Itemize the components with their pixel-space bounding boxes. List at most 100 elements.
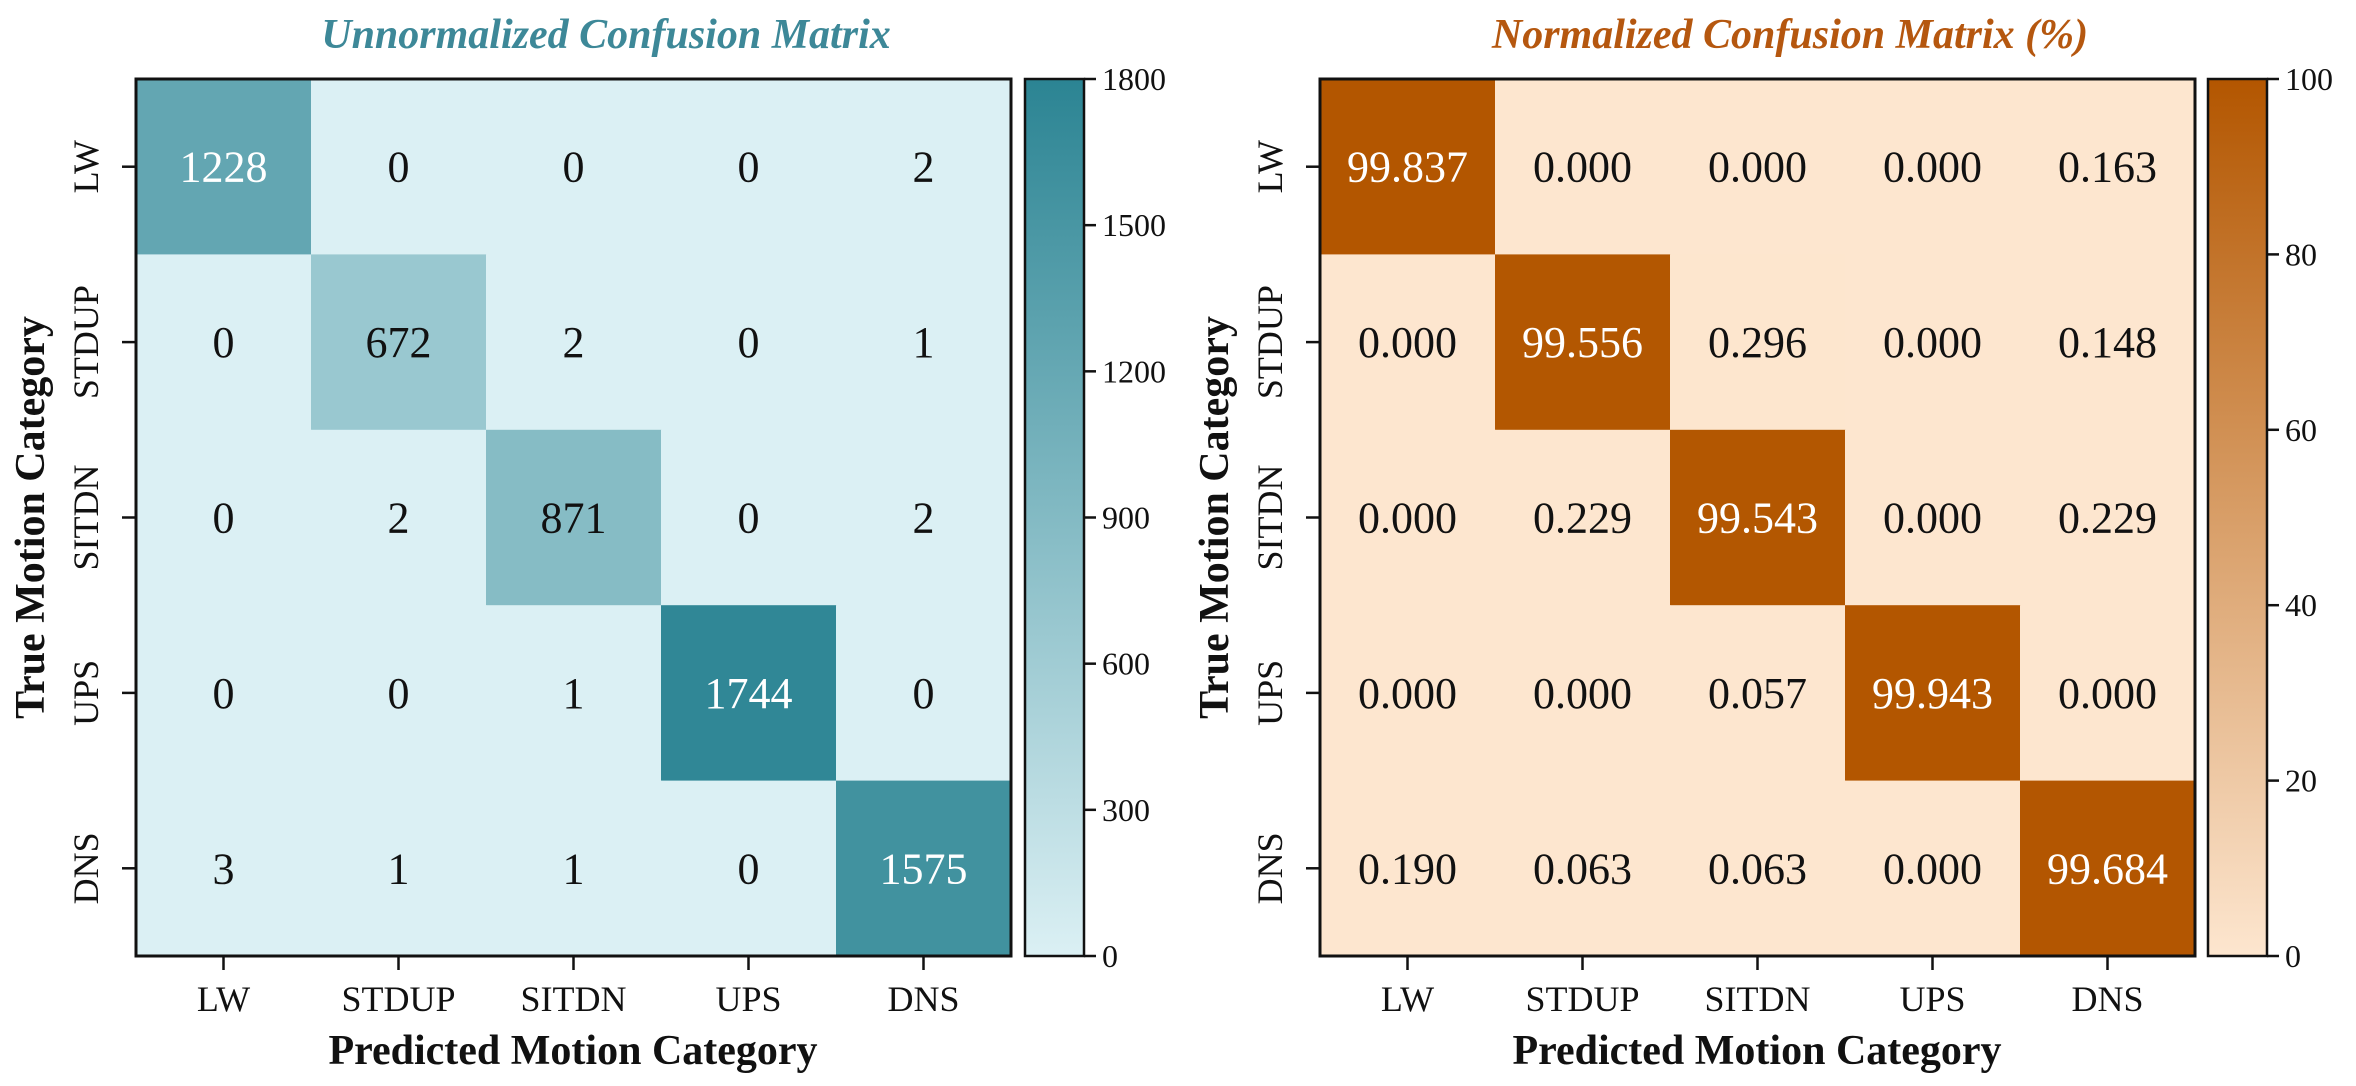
cell-value-label-normalized: 0.000 [2058,669,2157,718]
colorbar-ticks-normalized: 0 20 40 60 80 100 [2267,61,2333,974]
colorbar-normalized [2206,77,2269,958]
heatmap-cell-unnormalized [311,254,487,431]
cell-value-label-unnormalized: 0 [213,669,235,718]
y-tick-label-normalized: UPS [1250,660,1290,726]
colorbar-tick-label-normalized: 40 [2285,587,2317,623]
cell-value-label-unnormalized: 672 [366,318,432,367]
cell-value-label-unnormalized: 1 [913,318,935,367]
cell-value-label-unnormalized: 1744 [705,669,793,718]
cell-value-label-unnormalized: 1575 [880,844,968,893]
cell-value-label-normalized: 0.000 [1533,143,1632,192]
heatmap-cell-unnormalized [136,605,312,782]
heatmap-cell-unnormalized [486,605,662,782]
colorbar-tick-label-unnormalized: 900 [1102,500,1150,536]
heatmap-cell-normalized [2020,79,2196,255]
heatmap-cell-normalized [1670,254,1846,431]
cell-value-label-normalized: 0.000 [1883,844,1982,893]
cell-value-label-normalized: 0.190 [1358,844,1457,893]
heatmap-cell-unnormalized [836,79,1012,255]
heatmap-cell-unnormalized [661,254,837,431]
colorbar-tick-label-normalized: 100 [2285,61,2333,97]
heatmap-cell-normalized [2020,780,2196,957]
cell-value-label-normalized: 0.000 [1883,318,1982,367]
heatmap-cell-unnormalized [836,429,1012,606]
heatmap-cells-unnormalized: 1228 0 0 0 2 0 672 2 0 1 0 2 871 0 2 0 0 1 1744 0 3 1 1 0 1575 [136,79,1012,957]
chart-title-normalized: Normalized Confusion Matrix (%) [1491,12,2088,58]
cell-value-label-normalized: 0.000 [1533,669,1632,718]
colorbar-tick-label-unnormalized: 1800 [1102,61,1166,97]
cell-value-label-unnormalized: 2 [388,494,410,543]
panel-normalized: Normalized Confusion Matrix (%) 99.837 0.… [1192,12,2333,1074]
heatmap-cell-normalized [1845,254,2021,431]
colorbar-tick-label-unnormalized: 1500 [1102,207,1166,243]
y-tick-labels-unnormalized: LW STDUP SITDN UPS DNS [66,140,136,904]
heatmap-cell-unnormalized [486,780,662,957]
cell-value-label-unnormalized: 0 [738,494,760,543]
y-tick-label-normalized: SITDN [1250,465,1290,571]
heatmap-cell-unnormalized [661,79,837,255]
heatmap-cell-normalized [1320,429,1496,606]
heatmap-cell-unnormalized [136,254,312,431]
heatmap-cell-unnormalized [661,605,837,782]
cell-value-label-unnormalized: 2 [563,318,585,367]
cell-value-label-normalized: 0.000 [1883,494,1982,543]
x-tick-label-unnormalized: UPS [715,979,781,1019]
cell-value-label-normalized: 0.229 [2058,494,2157,543]
cell-value-label-normalized: 99.543 [1697,494,1818,543]
cell-value-label-normalized: 0.000 [1708,143,1807,192]
cell-value-label-normalized: 0.000 [1358,318,1457,367]
x-tick-label-normalized: STDUP [1525,979,1639,1019]
x-tick-label-unnormalized: STDUP [341,979,455,1019]
cell-value-label-normalized: 0.000 [1358,494,1457,543]
heatmap-cell-unnormalized [136,79,312,255]
heatmap-cell-normalized [1670,605,1846,782]
y-tick-label-normalized: STDUP [1250,285,1290,399]
cell-value-label-normalized: 99.837 [1347,143,1468,192]
cell-value-label-normalized: 0.000 [1358,669,1457,718]
heatmap-cells-normalized: 99.837 0.000 0.000 0.000 0.163 0.000 99.556 0.2… [1320,79,2196,957]
heatmap-cell-normalized [1845,79,2021,255]
x-axis-label-unnormalized: Predicted Motion Category [328,1028,817,1074]
cell-value-label-unnormalized: 0 [213,494,235,543]
colorbar-tick-label-normalized: 80 [2285,236,2317,272]
x-tick-labels-normalized: LW STDUP SITDN UPS DNS [1381,956,2144,1019]
heatmap-cell-unnormalized [661,780,837,957]
heatmap-cell-unnormalized [836,780,1012,957]
cell-value-label-normalized: 0.163 [2058,143,2157,192]
y-tick-label-unnormalized: SITDN [66,465,106,571]
heatmap-cell-unnormalized [311,605,487,782]
cell-value-label-normalized: 0.063 [1708,844,1807,893]
cell-value-label-unnormalized: 3 [213,844,235,893]
heatmap-cell-unnormalized [136,429,312,606]
cell-value-label-normalized: 0.148 [2058,318,2157,367]
y-tick-label-unnormalized: LW [66,140,106,193]
cell-value-label-unnormalized: 2 [913,494,935,543]
colorbar-tick-label-normalized: 0 [2285,938,2301,974]
heatmap-cell-normalized [1320,79,1496,255]
y-tick-label-unnormalized: STDUP [66,285,106,399]
colorbar-tick-label-normalized: 20 [2285,763,2317,799]
heatmap-cell-unnormalized [311,429,487,606]
heatmap-cell-unnormalized [311,79,487,255]
heatmap-cell-normalized [1495,79,1671,255]
heatmap-cell-unnormalized [136,780,312,957]
heatmap-cell-normalized [1495,254,1671,431]
cell-value-label-unnormalized: 871 [541,494,607,543]
colorbar-tick-label-unnormalized: 600 [1102,646,1150,682]
heatmap-cell-unnormalized [836,254,1012,431]
cell-value-label-unnormalized: 0 [738,318,760,367]
heatmap-cell-normalized [1845,780,2021,957]
heatmap-cell-normalized [2020,605,2196,782]
cell-value-label-unnormalized: 0 [563,143,585,192]
y-tick-labels-normalized: LW STDUP SITDN UPS DNS [1250,140,1320,904]
x-tick-label-normalized: SITDN [1705,979,1811,1019]
cell-value-label-unnormalized: 1228 [180,143,268,192]
cell-value-label-normalized: 0.063 [1533,844,1632,893]
cell-value-label-unnormalized: 2 [913,143,935,192]
x-tick-label-normalized: DNS [2071,979,2143,1019]
x-tick-label-unnormalized: LW [197,979,250,1019]
cell-value-label-unnormalized: 1 [563,844,585,893]
heatmap-cell-normalized [1670,79,1846,255]
colorbar-tick-label-unnormalized: 0 [1102,938,1118,974]
